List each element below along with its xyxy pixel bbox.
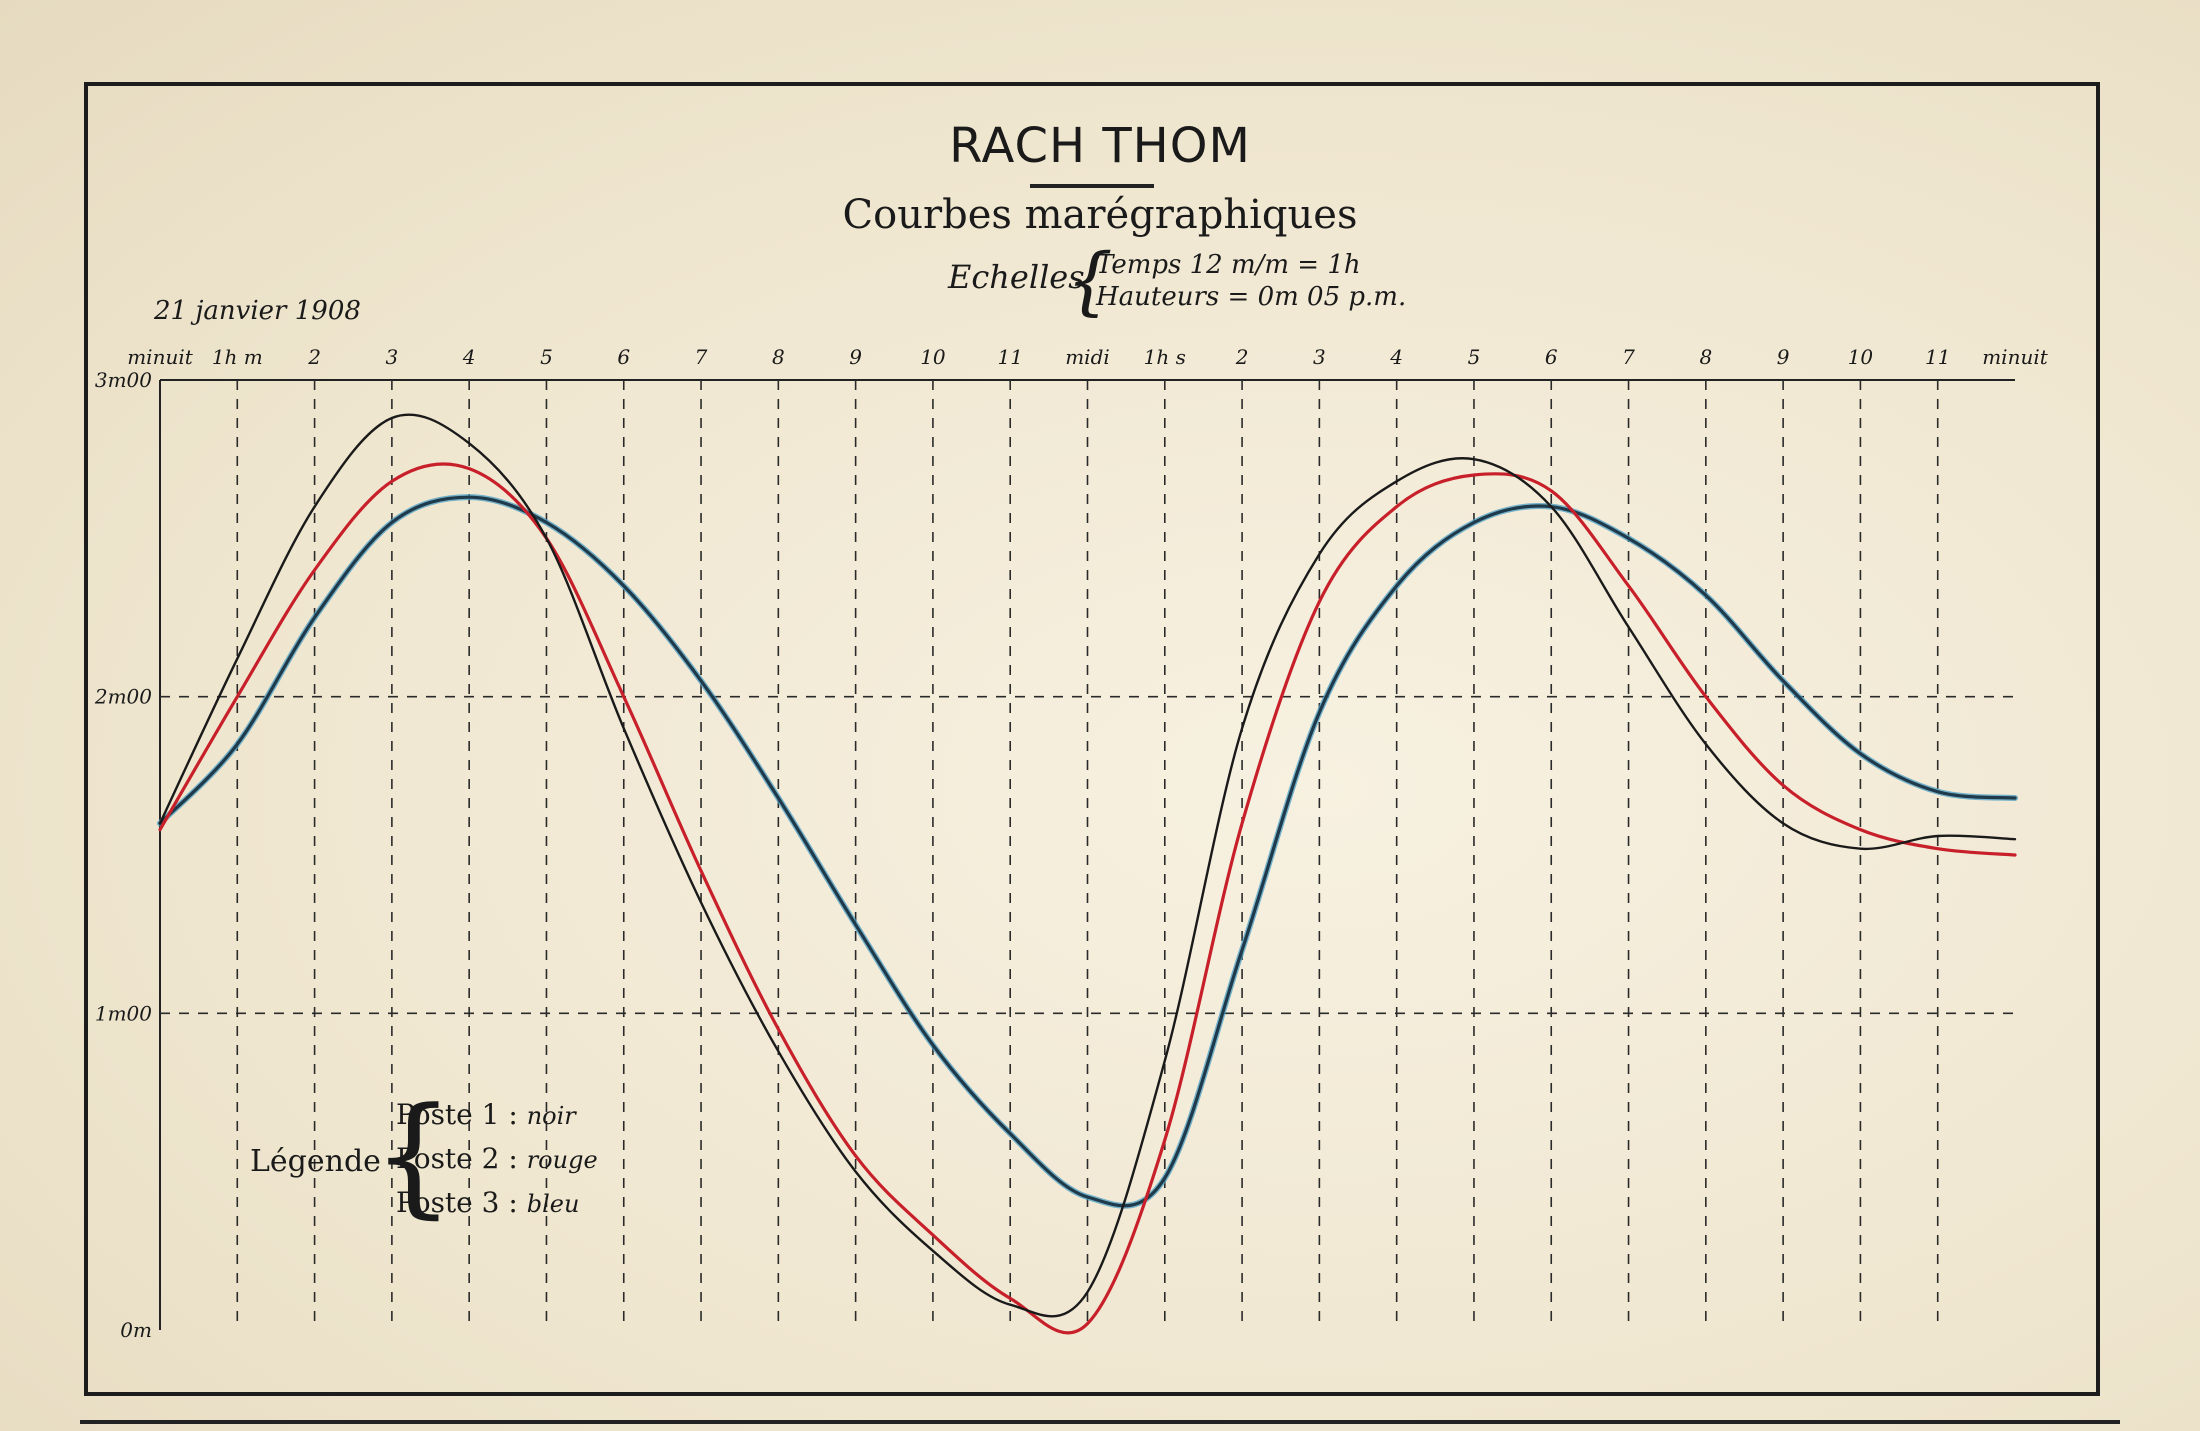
y-tick-label: 3m00 — [95, 368, 152, 392]
x-tick-label: 3 — [386, 345, 399, 369]
legend-item-poste-2: Poste 2 : rouge — [396, 1142, 598, 1175]
x-tick-label: 10 — [1848, 345, 1874, 369]
x-tick-label: 3 — [1313, 345, 1326, 369]
chart-title: RACH THOM — [949, 118, 1251, 174]
legend-brace: { — [372, 1079, 455, 1231]
x-tick-label: 4 — [1389, 345, 1403, 369]
x-tick-label: 8 — [1699, 345, 1712, 369]
chart-subtitle: Courbes marégraphiques — [842, 192, 1358, 238]
x-tick-label: 1h s — [1144, 345, 1186, 369]
legend-item-name: Poste 2 — [396, 1142, 500, 1175]
legend-item-color: rouge — [526, 1146, 598, 1174]
x-tick-label: 11 — [997, 345, 1022, 369]
x-tick-label: midi — [1065, 345, 1110, 369]
x-tick-label: 9 — [1777, 345, 1790, 369]
legend-title: Légende — [250, 1144, 381, 1179]
x-tick-label: minuit — [127, 345, 194, 369]
x-tick-label: 4 — [462, 345, 476, 369]
x-tick-label: 6 — [617, 345, 630, 369]
x-tick-label: 2 — [307, 345, 321, 369]
x-tick-label: minuit — [1982, 345, 2049, 369]
series-line-poste-1 — [158, 413, 2017, 1318]
scale-brace: { — [1066, 238, 1114, 324]
scale-time: Temps 12 m/m = 1h — [1096, 250, 1361, 280]
legend-item-poste-3: Poste 3 : bleu — [396, 1186, 580, 1219]
x-tick-label: 7 — [1622, 345, 1635, 369]
x-tick-label: 5 — [1468, 345, 1481, 369]
scale-height: Hauteurs = 0m 05 p.m. — [1096, 282, 1407, 312]
legend-item-color: bleu — [526, 1190, 580, 1218]
x-tick-label: 9 — [849, 345, 862, 369]
scale-label: Echelles — [948, 258, 1085, 296]
date-label: 21 janvier 1908 — [154, 296, 361, 326]
series-line-poste-3 — [158, 495, 2017, 1208]
x-tick-label: 2 — [1235, 345, 1249, 369]
x-tick-label: 1h m — [212, 345, 263, 369]
y-tick-label: 2m00 — [94, 685, 152, 709]
y-tick-label: 1m00 — [95, 1001, 152, 1025]
series-line-poste-2 — [158, 462, 2017, 1335]
plate-frame — [84, 82, 2100, 1396]
legend-item-poste-1: Poste 1 : noir — [396, 1098, 576, 1131]
bottom-rule — [80, 1420, 2120, 1424]
legend-item-name: Poste 3 — [396, 1186, 500, 1219]
y-tick-label: 0m — [120, 1318, 152, 1342]
x-tick-label: 7 — [695, 345, 708, 369]
legend-item-name: Poste 1 — [396, 1098, 500, 1131]
x-tick-label: 10 — [920, 345, 946, 369]
title-underline — [1030, 184, 1154, 188]
x-tick-label: 8 — [772, 345, 785, 369]
x-tick-label: 5 — [540, 345, 553, 369]
x-tick-label: 6 — [1545, 345, 1558, 369]
x-tick-label: 11 — [1925, 345, 1950, 369]
legend-item-color: noir — [526, 1102, 576, 1130]
